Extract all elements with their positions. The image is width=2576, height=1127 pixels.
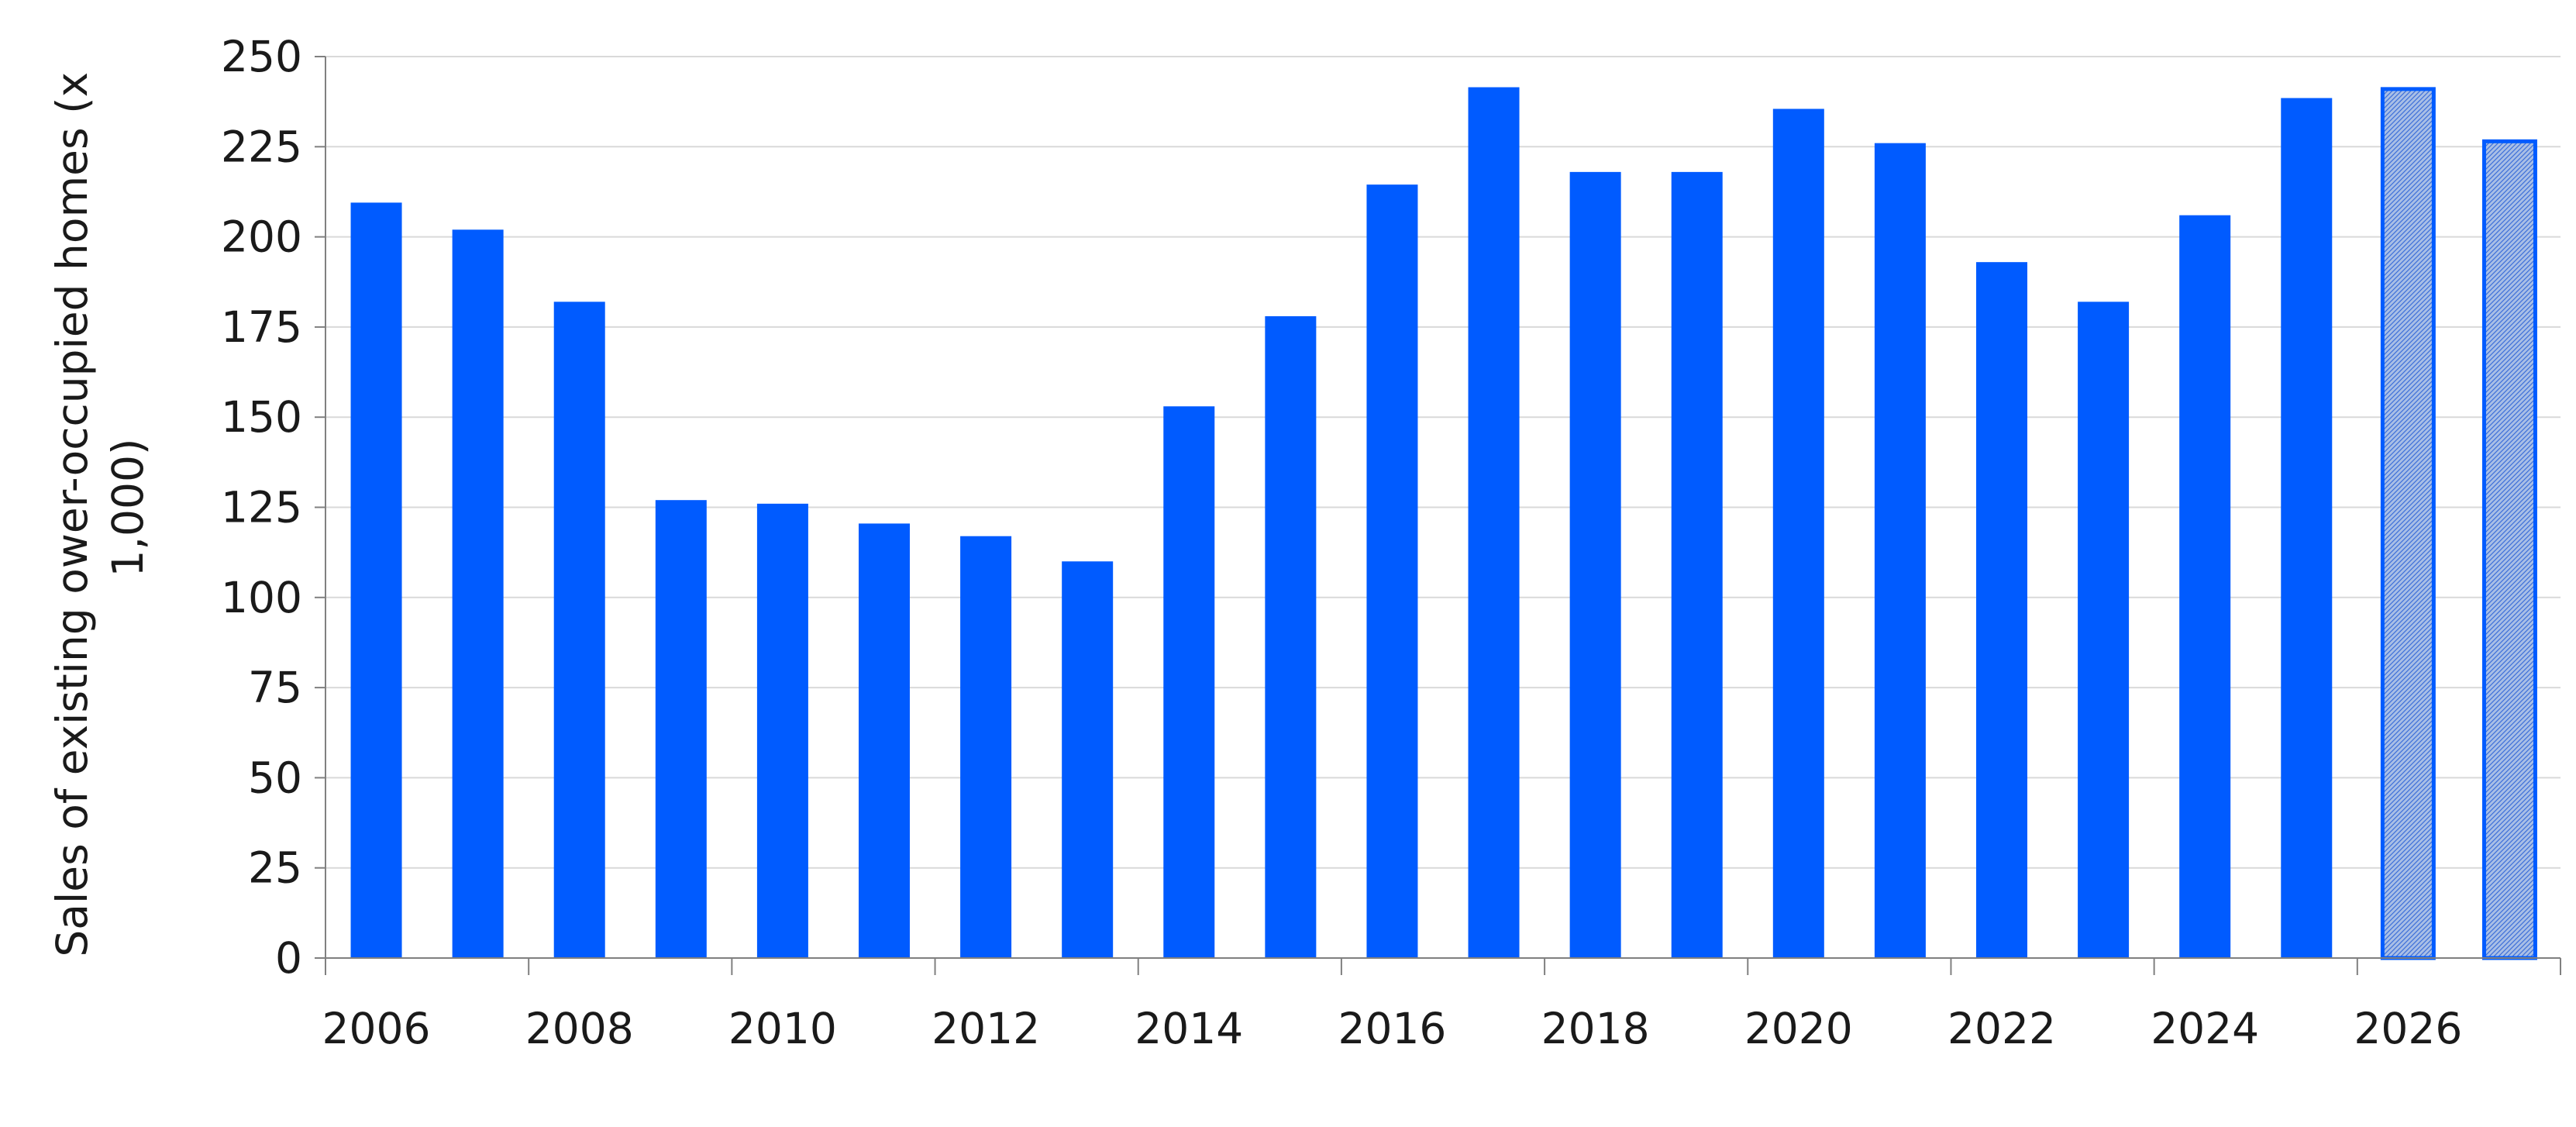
bar [350, 202, 402, 958]
y-axis-title-line-1: Sales of existing ower-occupied homes (x [47, 72, 97, 957]
x-tick-labels: 2006 2008 2010 2012 2014 2016 2018 2020 2022 2024… [322, 1004, 2463, 1053]
y-tick-labels: 0 25 50 75 100 125 150 175 200 225 250 [221, 32, 302, 983]
bar [756, 503, 808, 958]
y-tick-label: 0 [275, 933, 302, 983]
x-tick-label: 2020 [1744, 1004, 1853, 1053]
bar [655, 500, 707, 958]
x-tick-label: 2018 [1541, 1004, 1650, 1053]
y-tick-label: 225 [221, 122, 302, 171]
bar [1468, 87, 1520, 959]
y-tick-label: 200 [221, 212, 302, 262]
bar [1874, 143, 1926, 959]
y-axis-title: Sales of existing ower-occupied homes (x… [47, 58, 153, 956]
x-tick-label: 2024 [2151, 1004, 2259, 1053]
x-tick-label: 2006 [322, 1004, 431, 1053]
bar [1366, 184, 1418, 958]
axes [315, 56, 2561, 975]
y-tick-label: 250 [221, 32, 302, 81]
y-tick-label: 175 [221, 302, 302, 352]
bar [1265, 315, 1317, 959]
bar [553, 302, 605, 958]
y-tick-label: 100 [221, 573, 302, 622]
x-tick-label: 2012 [932, 1004, 1040, 1053]
bar-forecast [2380, 87, 2436, 960]
x-tick-label: 2022 [1947, 1004, 2056, 1053]
bar [1062, 561, 1114, 958]
bar [1976, 262, 2027, 958]
y-tick-label: 25 [248, 843, 302, 893]
x-tick-label: 2010 [728, 1004, 837, 1053]
y-tick-label: 150 [221, 392, 302, 442]
bars [350, 87, 2537, 960]
y-tick-label: 50 [248, 753, 302, 802]
bar [2179, 215, 2231, 958]
x-tick-label: 2026 [2354, 1004, 2462, 1053]
x-tick-label: 2008 [525, 1004, 634, 1053]
bar [2281, 98, 2333, 958]
bar [859, 523, 910, 958]
bar [452, 229, 504, 958]
y-tick-label: 125 [221, 483, 302, 532]
bar [1163, 406, 1215, 958]
x-tick-label: 2016 [1338, 1004, 1446, 1053]
bar [1569, 171, 1621, 958]
bar [2078, 302, 2130, 958]
x-tick-label: 2014 [1135, 1004, 1243, 1053]
y-tick-label: 75 [248, 663, 302, 712]
bar [1772, 109, 1824, 959]
bar [960, 536, 1012, 958]
bar [1671, 171, 1723, 958]
y-axis-title-line-2: 1,000) [103, 439, 153, 577]
bar-forecast [2481, 139, 2537, 960]
